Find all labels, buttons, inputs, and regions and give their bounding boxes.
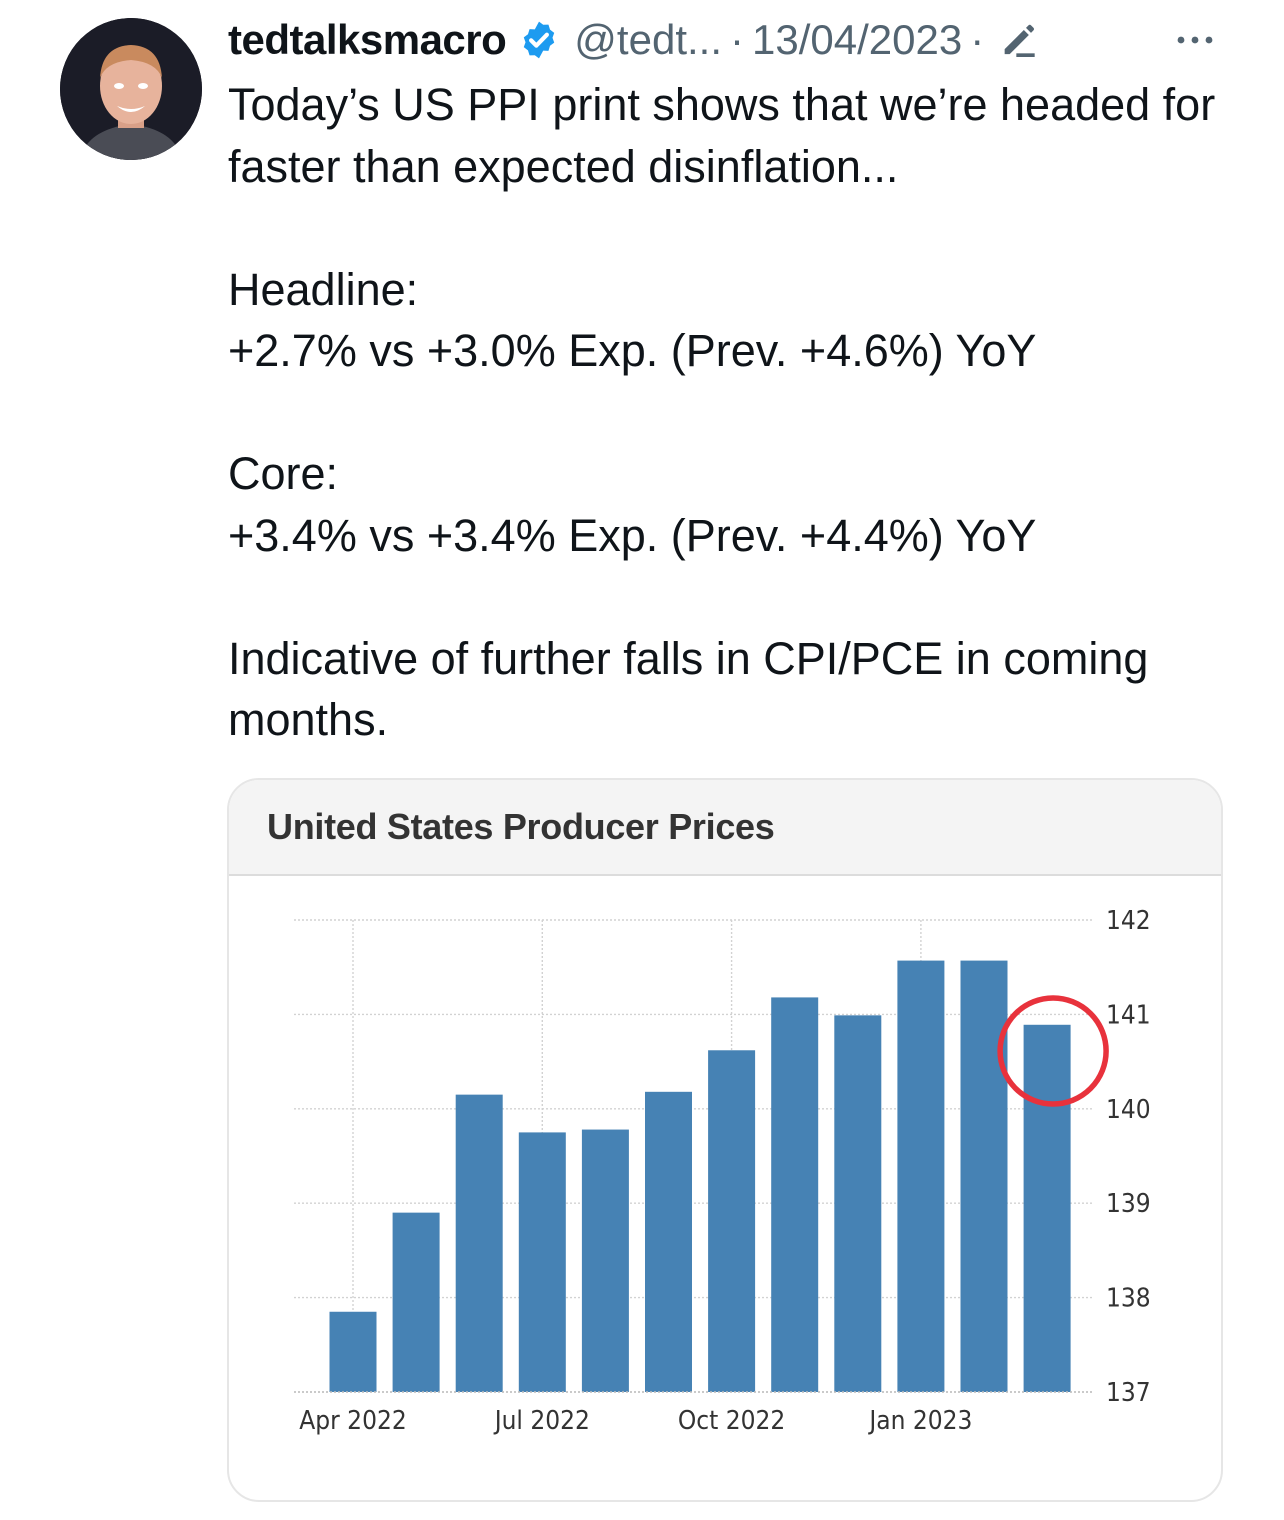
y-tick-label-139: 139	[1106, 1189, 1151, 1219]
bar-3	[518, 1132, 566, 1392]
bar-2	[455, 1094, 503, 1392]
tweet-timestamp[interactable]: 13/04/2023	[752, 16, 963, 63]
chart-image-card[interactable]: United States Producer Prices 137 138 139 1…	[227, 778, 1223, 1502]
bar-9	[897, 960, 945, 1392]
separator-dot: ·	[730, 16, 744, 63]
producer-prices-bar-chart: 137 138 139 140 141 142 Apr 2022 Jul 2022 Oct 20…	[294, 906, 1151, 1436]
bar-6	[708, 1050, 756, 1392]
core-label: Core:	[228, 448, 339, 499]
more-options-icon[interactable]	[1172, 20, 1218, 60]
chart-title: United States Producer Prices	[267, 806, 775, 847]
chart-header: United States Producer Prices	[229, 780, 1221, 876]
author-avatar[interactable]	[60, 18, 202, 160]
x-tick-label-9: Jan 2023	[867, 1406, 972, 1436]
highlight-circle-annotation	[997, 995, 1109, 1107]
y-tick-label-142: 142	[1106, 906, 1151, 936]
verified-badge-icon[interactable]	[518, 19, 560, 61]
tweet-intro-text: Today’s US PPI print shows that we’re he…	[228, 79, 1216, 192]
bar-1	[392, 1212, 440, 1392]
y-tick-label-138: 138	[1106, 1284, 1151, 1314]
bar-10	[960, 960, 1008, 1392]
tweet-closing-text: Indicative of further falls in CPI/PCE i…	[228, 632, 1149, 746]
y-tick-label-140: 140	[1106, 1095, 1151, 1125]
tweet-body: Today’s US PPI print shows that we’re he…	[228, 74, 1238, 751]
tweet-header: tedtalksmacro @tedt... · 13/04/2023 ·	[228, 14, 1228, 66]
bar-8	[834, 1015, 882, 1392]
y-tick-label-137: 137	[1106, 1378, 1151, 1408]
x-tick-label-0: Apr 2022	[299, 1406, 406, 1436]
avatar-portrait-icon	[60, 18, 202, 160]
author-handle[interactable]: @tedt...	[574, 16, 722, 63]
separator-dot-2: ·	[970, 16, 985, 63]
bar-5	[645, 1091, 692, 1392]
core-value: +3.4% vs +3.4% Exp. (Prev. +4.4%) YoY	[228, 509, 1037, 561]
x-tick-label-6: Oct 2022	[678, 1406, 785, 1436]
author-display-name[interactable]: tedtalksmacro	[228, 16, 507, 63]
x-tick-label-3: Jul 2022	[493, 1406, 590, 1436]
bar-11	[1023, 1024, 1071, 1392]
headline-value: +2.7% vs +3.0% Exp. (Prev. +4.6%) YoY	[228, 325, 1037, 376]
bar-4	[581, 1129, 629, 1392]
bar-0	[329, 1311, 377, 1392]
y-tick-label-141: 141	[1106, 1000, 1151, 1030]
edit-pencil-icon[interactable]	[998, 20, 1038, 60]
headline-label: Headline:	[228, 263, 419, 315]
bar-7	[771, 997, 819, 1392]
